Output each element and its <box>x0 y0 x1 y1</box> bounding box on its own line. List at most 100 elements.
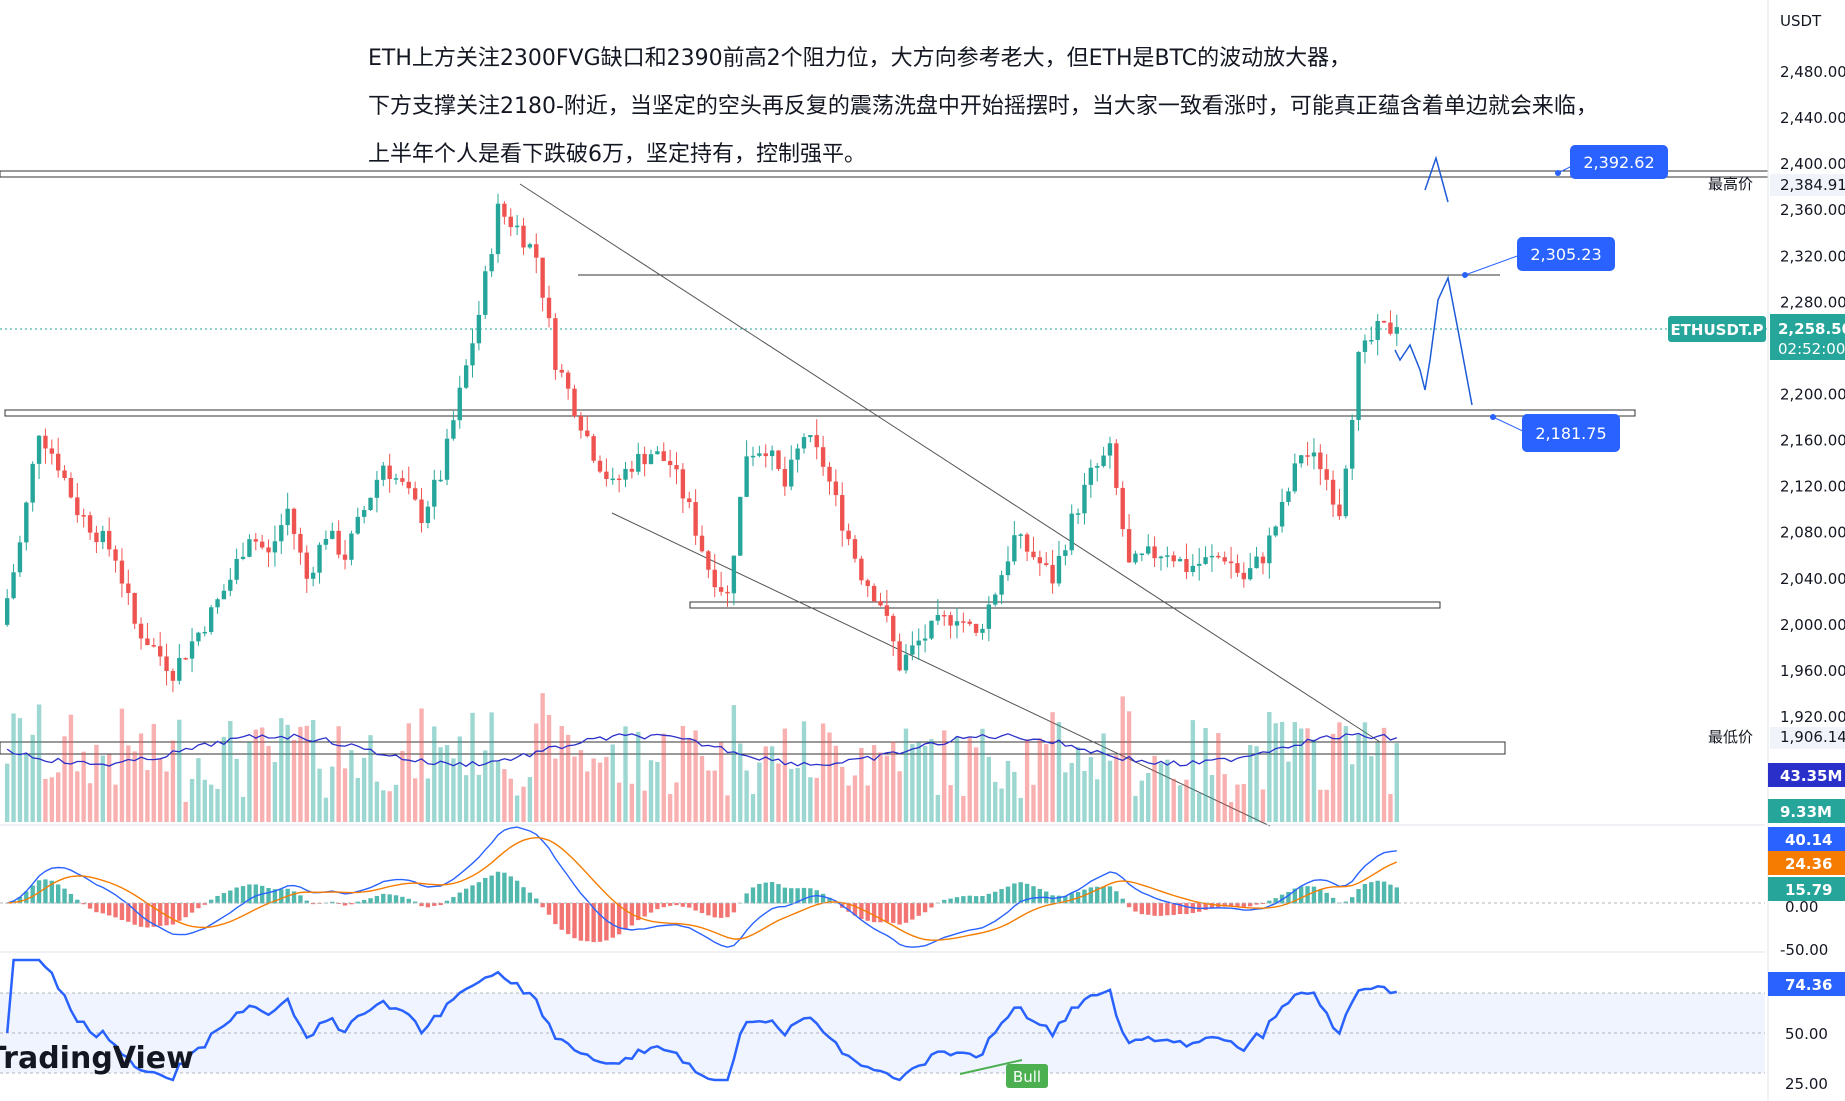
candle-body <box>910 645 915 655</box>
volume-bar <box>62 736 67 822</box>
volume-bar <box>476 774 482 822</box>
volume-bar <box>157 758 163 822</box>
projection-path-top[interactable] <box>1424 155 1449 203</box>
volume-bar <box>859 747 864 822</box>
volume-bar <box>1279 721 1285 822</box>
macd-hist-bar <box>368 898 373 904</box>
macd-hist-bar <box>667 903 673 906</box>
macd-hist-bar <box>827 897 832 904</box>
candle-body <box>840 495 845 531</box>
volume-bar <box>355 777 360 822</box>
candle-body <box>170 671 176 681</box>
candle-body <box>750 455 756 458</box>
macd-hist-bar <box>145 903 150 928</box>
volume-bar <box>1305 728 1310 822</box>
candle-body <box>75 497 80 516</box>
volume-zone-box[interactable] <box>0 741 1506 755</box>
volume-bar <box>170 740 176 822</box>
macd-hist-bar <box>253 884 258 904</box>
symbol-tag[interactable]: ETHUSDT.P <box>1668 316 1766 342</box>
candle-body <box>699 535 705 552</box>
candle-body <box>62 470 67 478</box>
macd-hist-bar <box>215 895 220 904</box>
price-tick-label: 1,920.00 <box>1780 708 1845 726</box>
macd-hist-bar <box>884 903 890 923</box>
volume-bar <box>1190 720 1196 822</box>
volume-bar <box>202 779 207 822</box>
candle-body <box>604 471 609 480</box>
last-price-tag[interactable]: 2,258.50 02:52:00 <box>1770 314 1845 360</box>
volume-bar <box>1375 742 1380 822</box>
candle-body <box>100 530 105 543</box>
support-zone-2180[interactable] <box>4 409 1636 417</box>
candle-body <box>11 572 16 599</box>
macd-hist-bar <box>954 897 960 904</box>
macd-hist-bar <box>157 903 163 926</box>
descending-trendline-lower[interactable] <box>611 512 1271 827</box>
annotation-line-2[interactable]: 下方支撑关注2180-附近，当坚定的空头再反复的震荡洗盘中开始摇摆时，当大家一致… <box>368 94 1598 119</box>
volume-bar <box>1197 793 1202 822</box>
annotation-line-1[interactable]: ETH上方关注2300FVG缺口和2390前高2个阻力位，大方向参考老大，但ET… <box>368 46 1352 71</box>
volume-bar <box>1337 722 1342 822</box>
support-zone-2020[interactable] <box>689 601 1441 609</box>
candle-body <box>1279 501 1285 527</box>
candle-body <box>1260 556 1266 564</box>
candle-body <box>859 558 864 581</box>
candle-body <box>17 542 23 573</box>
volume-bar <box>126 745 131 822</box>
descending-trendline-upper[interactable] <box>519 183 1381 743</box>
macd-hist-bar <box>310 903 316 905</box>
rsi-bull-tag[interactable]: Bull <box>1006 1064 1048 1088</box>
macd-hist-bar <box>1197 903 1202 912</box>
candle-body <box>891 615 896 642</box>
volume-bar <box>572 756 577 822</box>
callout-2392[interactable]: 2,392.62 <box>1570 145 1668 179</box>
candle-body <box>884 605 890 616</box>
macd-hist-bar <box>1324 892 1329 904</box>
volume-bar <box>113 784 118 822</box>
macd-hist-bar <box>1012 883 1017 904</box>
callout-dot-2181 <box>1490 414 1496 420</box>
volume-bar <box>419 708 424 822</box>
candle-body <box>572 388 577 417</box>
candle-body <box>87 515 93 533</box>
candle-body <box>298 533 303 553</box>
volume-bar <box>151 723 156 822</box>
candle-body <box>132 592 137 624</box>
volume-bar <box>100 755 105 822</box>
volume-bar <box>820 723 826 822</box>
candle-body <box>49 448 54 454</box>
volume-bar <box>597 762 603 822</box>
high-marker-value: 2,384.91 <box>1780 176 1845 194</box>
projection-path-mid[interactable] <box>1394 275 1473 406</box>
candle-body <box>616 478 622 481</box>
candle-body <box>489 254 494 272</box>
macd-hist-bar <box>400 896 405 904</box>
macd-hist-bar <box>1369 882 1374 904</box>
resistance-zone-2390[interactable] <box>0 170 1781 178</box>
volume-bar <box>948 785 953 822</box>
callout-2181[interactable]: 2,181.75 <box>1522 414 1620 452</box>
callout-2305[interactable]: 2,305.23 <box>1517 237 1615 271</box>
candle-body <box>559 369 564 373</box>
volume-bar <box>1356 734 1361 822</box>
macd-neg-label: -50.00 <box>1780 941 1828 959</box>
volume-bar <box>731 705 737 822</box>
svg-text:Bull: Bull <box>1013 1068 1041 1086</box>
candle-body <box>973 623 979 633</box>
macd-hist-bar <box>1165 903 1170 916</box>
price-tick-label: 2,360.00 <box>1780 201 1845 219</box>
volume-bar <box>1216 733 1221 822</box>
volume-bar <box>1120 696 1125 822</box>
volume-bar <box>1114 755 1119 822</box>
volume-bar <box>1044 744 1049 822</box>
candle-body <box>208 607 214 632</box>
macd-hist-bar <box>801 887 807 904</box>
candle-body <box>55 453 61 471</box>
candle-body <box>43 435 48 449</box>
macd-hist-bar <box>495 871 501 904</box>
annotation-line-3[interactable]: 上半年个人是看下跌破6万，坚定持有，控制强平。 <box>368 142 866 167</box>
macd-hist-bar <box>993 891 998 904</box>
candle-body <box>878 601 883 606</box>
